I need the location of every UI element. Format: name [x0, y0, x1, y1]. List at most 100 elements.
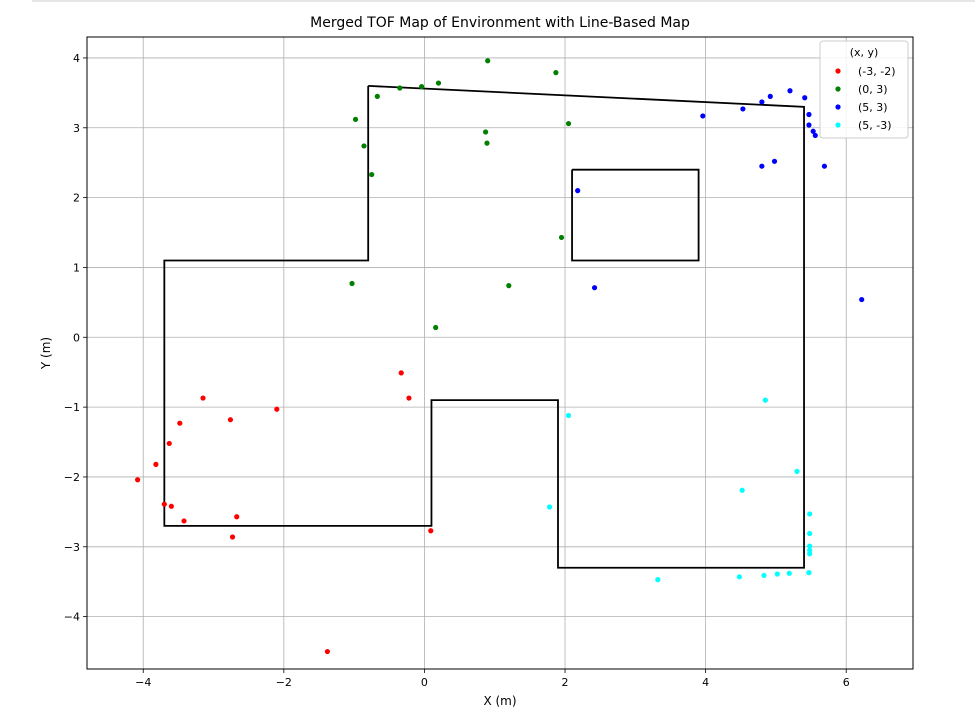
data-point [135, 477, 141, 483]
data-point [807, 551, 813, 557]
y-tick-label: −4 [64, 611, 80, 624]
legend-marker [835, 122, 841, 128]
data-point [810, 128, 816, 134]
data-point [859, 296, 865, 303]
data-point [806, 122, 812, 128]
y-tick-label: 3 [73, 122, 80, 135]
y-axis-label: Y (m) [39, 337, 53, 370]
data-point [177, 420, 183, 426]
legend: (x, y) (-3, -2) (0, 3) (5, 3) (5, -3) [819, 40, 909, 139]
data-point [227, 417, 234, 423]
x-tick-label: 4 [702, 676, 709, 689]
map-wall [163, 84, 805, 569]
data-point [807, 530, 813, 537]
plot-frame [86, 36, 914, 670]
data-point [553, 70, 559, 76]
data-point [806, 570, 812, 576]
x-tick-label: −2 [276, 676, 292, 689]
data-point [361, 143, 367, 149]
data-point [484, 140, 490, 146]
data-point [485, 58, 491, 64]
x-tick-label: 0 [421, 676, 428, 689]
data-point [506, 283, 512, 289]
legend-marker [835, 86, 841, 92]
legend-box [819, 40, 909, 139]
window-edge [32, 0, 975, 2]
data-point [807, 511, 813, 517]
data-point [761, 572, 767, 579]
x-axis-label: X (m) [483, 694, 516, 708]
data-point [374, 93, 380, 99]
data-point [181, 518, 187, 524]
data-point [774, 571, 780, 577]
data-point [806, 111, 812, 118]
grid [87, 37, 913, 669]
data-point [166, 440, 172, 447]
data-point [546, 504, 553, 510]
data-point [153, 461, 159, 467]
data-point [397, 85, 403, 91]
data-point [771, 158, 778, 164]
data-point [161, 501, 167, 507]
data-point [807, 543, 813, 549]
data-points [135, 58, 865, 655]
data-point [762, 397, 768, 403]
x-tick-label: −4 [135, 676, 151, 689]
y-tick-label: 2 [73, 192, 80, 205]
data-point [759, 163, 765, 169]
data-point [482, 129, 489, 135]
data-point [558, 234, 565, 241]
data-point [565, 120, 572, 127]
data-point [740, 106, 746, 112]
data-point [274, 406, 280, 412]
x-tick-label: 6 [843, 676, 850, 689]
x-axis: −4 −2 0 2 4 6 [135, 669, 850, 689]
data-point [435, 80, 442, 86]
data-point [168, 503, 174, 509]
data-point [352, 116, 359, 123]
data-point [229, 534, 236, 540]
map-wall [571, 168, 700, 262]
data-point [739, 487, 745, 493]
legend-label: (-3, -2) [858, 65, 896, 78]
data-point [591, 285, 598, 291]
data-point [200, 395, 206, 401]
y-tick-label: 4 [73, 52, 80, 65]
legend-title: (x, y) [850, 46, 879, 59]
y-axis: −4 −3 −2 −1 0 1 2 3 4 [64, 52, 87, 624]
legend-marker [835, 104, 841, 110]
data-point [787, 88, 793, 94]
legend-label: (5, -3) [858, 119, 892, 132]
legend-label: (5, 3) [858, 101, 888, 114]
data-point [324, 648, 331, 655]
data-point [575, 188, 581, 194]
data-point [234, 514, 240, 520]
data-point [369, 171, 375, 178]
data-point [565, 412, 572, 419]
data-point [655, 577, 661, 583]
data-point [786, 570, 792, 576]
y-tick-label: −2 [64, 471, 80, 484]
legend-marker [835, 68, 841, 74]
data-point [802, 95, 808, 101]
data-point [406, 395, 412, 401]
x-tick-label: 2 [562, 676, 569, 689]
data-point [398, 370, 404, 376]
data-point [349, 280, 355, 287]
data-point [736, 574, 742, 580]
data-point [433, 324, 439, 331]
data-point [419, 83, 425, 90]
y-tick-label: −3 [64, 541, 80, 554]
data-point [767, 93, 773, 99]
y-tick-label: −1 [64, 401, 80, 414]
data-point [794, 468, 800, 474]
y-tick-label: 1 [73, 261, 80, 274]
legend-label: (0, 3) [858, 83, 888, 96]
y-tick-label: 0 [73, 331, 80, 344]
data-point [700, 113, 706, 119]
data-point [812, 132, 818, 139]
data-point [759, 99, 765, 105]
chart-title: Merged TOF Map of Environment with Line-… [310, 15, 690, 31]
data-point [428, 528, 434, 534]
